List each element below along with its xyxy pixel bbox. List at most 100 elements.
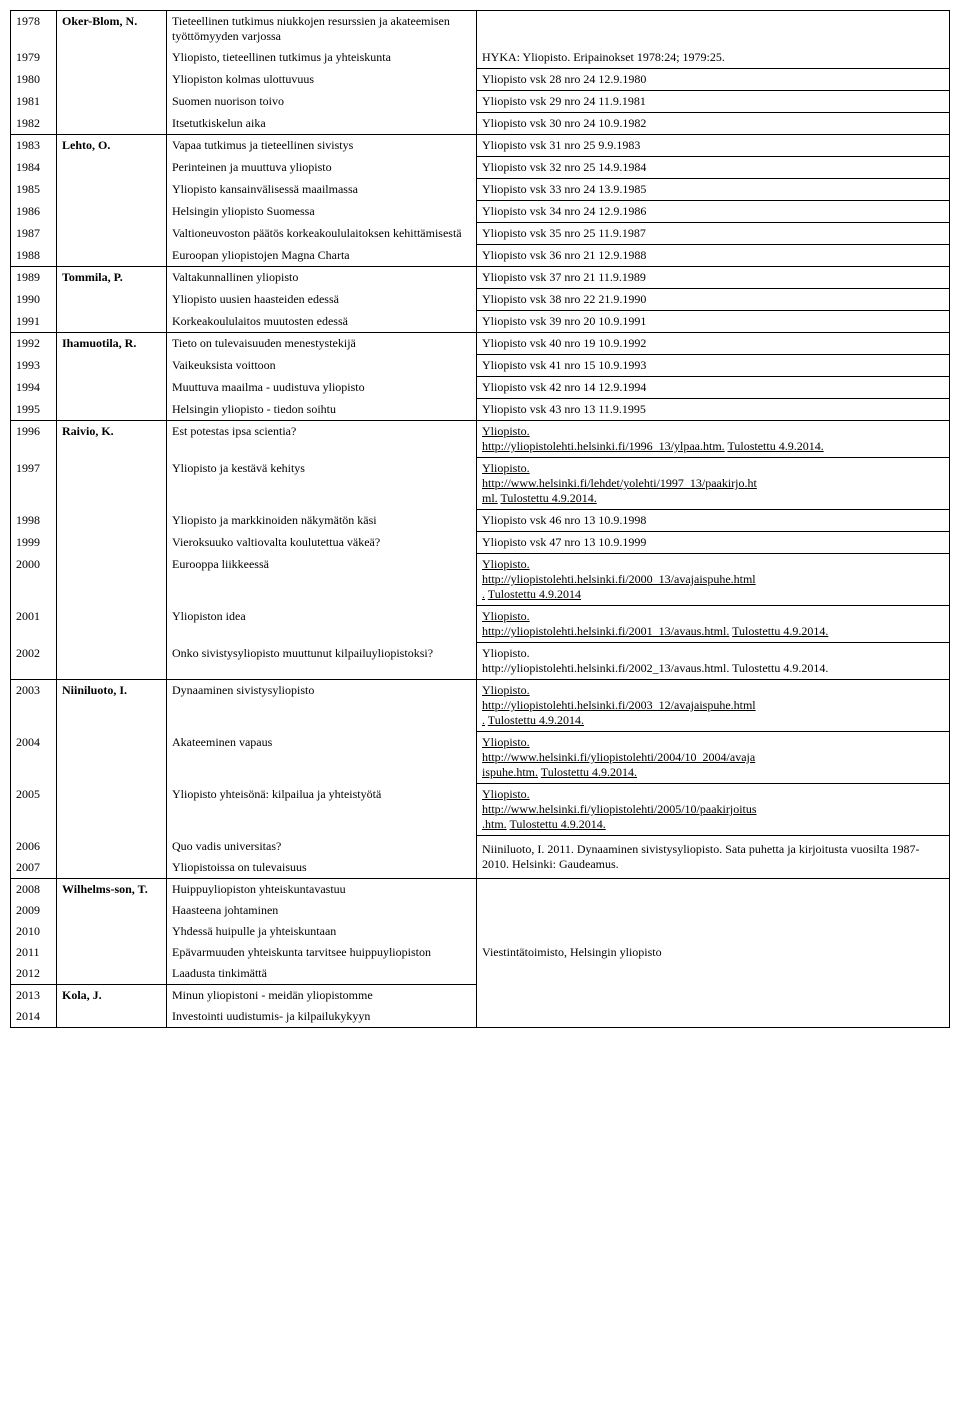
author-cell: Oker-Blom, N. <box>57 11 167 48</box>
year-cell: 2005 <box>11 784 57 836</box>
table-row: 1997Yliopisto ja kestävä kehitysYliopist… <box>11 458 950 510</box>
year-cell: 1989 <box>11 267 57 289</box>
table-row: 1993Vaikeuksista voittoonYliopisto vsk 4… <box>11 355 950 377</box>
source-cell <box>477 878 950 900</box>
title-cell: Vapaa tutkimus ja tieteellinen sivistys <box>167 135 477 157</box>
title-cell: Investointi uudistumis- ja kilpailukykyy… <box>167 1006 477 1028</box>
source-cell: Yliopisto.http://yliopistolehti.helsinki… <box>477 680 950 732</box>
year-cell: 1984 <box>11 157 57 179</box>
year-cell: 1980 <box>11 69 57 91</box>
title-cell: Est potestas ipsa scientia? <box>167 421 477 458</box>
year-cell: 2006 <box>11 836 57 857</box>
table-row: 1980Yliopiston kolmas ulottuvuusYliopist… <box>11 69 950 91</box>
author-cell <box>57 942 167 963</box>
table-row: 1982Itsetutkiskelun aikaYliopisto vsk 30… <box>11 113 950 135</box>
table-row: 1990Yliopisto uusien haasteiden edessäYl… <box>11 289 950 311</box>
author-cell <box>57 921 167 942</box>
title-cell: Yliopisto yhteisönä: kilpailua ja yhteis… <box>167 784 477 836</box>
title-cell: Eurooppa liikkeessä <box>167 554 477 606</box>
source-cell: Yliopisto vsk 31 nro 25 9.9.1983 <box>477 135 950 157</box>
year-cell: 1999 <box>11 532 57 554</box>
table-row: 1978Oker-Blom, N.Tieteellinen tutkimus n… <box>11 11 950 48</box>
title-cell: Yhdessä huipulle ja yhteiskuntaan <box>167 921 477 942</box>
source-cell: HYKA: Yliopisto. Eripainokset 1978:24; 1… <box>477 47 950 69</box>
author-cell <box>57 784 167 836</box>
title-cell: Yliopisto ja markkinoiden näkymätön käsi <box>167 510 477 532</box>
title-cell: Yliopisto ja kestävä kehitys <box>167 458 477 510</box>
title-cell: Muuttuva maailma - uudistuva yliopisto <box>167 377 477 399</box>
year-cell: 1995 <box>11 399 57 421</box>
year-cell: 1982 <box>11 113 57 135</box>
author-cell <box>57 900 167 921</box>
table-row: 1999Vieroksuuko valtiovalta koulutettua … <box>11 532 950 554</box>
table-row: 1991Korkeakoululaitos muutosten edessäYl… <box>11 311 950 333</box>
author-cell <box>57 91 167 113</box>
year-cell: 1978 <box>11 11 57 48</box>
source-cell: Yliopisto vsk 46 nro 13 10.9.1998 <box>477 510 950 532</box>
table-row: 2011Epävarmuuden yhteiskunta tarvitsee h… <box>11 942 950 963</box>
author-cell <box>57 245 167 267</box>
source-cell: Yliopisto.http://www.helsinki.fi/yliopis… <box>477 732 950 784</box>
author-cell: Niiniluoto, I. <box>57 680 167 732</box>
author-cell <box>57 47 167 69</box>
title-cell: Helsingin yliopisto - tiedon soihtu <box>167 399 477 421</box>
author-cell <box>57 510 167 532</box>
year-cell: 1996 <box>11 421 57 458</box>
author-cell: Raivio, K. <box>57 421 167 458</box>
title-cell: Helsingin yliopisto Suomessa <box>167 201 477 223</box>
year-cell: 2001 <box>11 606 57 643</box>
table-row: 2012Laadusta tinkimättä <box>11 963 950 985</box>
table-row: 2006Quo vadis universitas?Niiniluoto, I.… <box>11 836 950 857</box>
title-cell: Haasteena johtaminen <box>167 900 477 921</box>
author-cell <box>57 157 167 179</box>
author-cell: Ihamuotila, R. <box>57 333 167 355</box>
title-cell: Korkeakoululaitos muutosten edessä <box>167 311 477 333</box>
table-row: 1984Perinteinen ja muuttuva yliopistoYli… <box>11 157 950 179</box>
author-cell <box>57 532 167 554</box>
title-cell: Quo vadis universitas? <box>167 836 477 857</box>
title-cell: Yliopisto, tieteellinen tutkimus ja yhte… <box>167 47 477 69</box>
source-cell: Yliopisto vsk 33 nro 24 13.9.1985 <box>477 179 950 201</box>
title-cell: Onko sivistysyliopisto muuttunut kilpail… <box>167 643 477 680</box>
title-cell: Akateeminen vapaus <box>167 732 477 784</box>
table-row: 2000Eurooppa liikkeessäYliopisto.http://… <box>11 554 950 606</box>
source-cell: Yliopisto.http://yliopistolehti.helsinki… <box>477 421 950 458</box>
source-cell: Yliopisto.http://yliopistolehti.helsinki… <box>477 554 950 606</box>
table-row: 1992Ihamuotila, R.Tieto on tulevaisuuden… <box>11 333 950 355</box>
year-cell: 2002 <box>11 643 57 680</box>
title-cell: Suomen nuorison toivo <box>167 91 477 113</box>
speeches-table: 1978Oker-Blom, N.Tieteellinen tutkimus n… <box>10 10 950 1028</box>
author-cell <box>57 857 167 879</box>
table-row: 2010Yhdessä huipulle ja yhteiskuntaan <box>11 921 950 942</box>
author-cell: Wilhelms-son, T. <box>57 878 167 900</box>
year-cell: 1992 <box>11 333 57 355</box>
table-row: 1988Euroopan yliopistojen Magna ChartaYl… <box>11 245 950 267</box>
author-cell <box>57 223 167 245</box>
table-row: 2008Wilhelms-son, T.Huippuyliopiston yht… <box>11 878 950 900</box>
year-cell: 1988 <box>11 245 57 267</box>
author-cell: Lehto, O. <box>57 135 167 157</box>
title-cell: Yliopiston idea <box>167 606 477 643</box>
title-cell: Tieto on tulevaisuuden menestystekijä <box>167 333 477 355</box>
source-cell: Yliopisto vsk 36 nro 21 12.9.1988 <box>477 245 950 267</box>
author-cell: Tommila, P. <box>57 267 167 289</box>
title-cell: Yliopisto kansainvälisessä maailmassa <box>167 179 477 201</box>
year-cell: 1983 <box>11 135 57 157</box>
source-cell: Yliopisto vsk 47 nro 13 10.9.1999 <box>477 532 950 554</box>
table-row: 2002 Onko sivistysyliopisto muuttunut kil… <box>11 643 950 680</box>
author-cell <box>57 554 167 606</box>
table-row: 2005 Yliopisto yhteisönä: kilpailua ja yh… <box>11 784 950 836</box>
table-row: 2014Investointi uudistumis- ja kilpailuk… <box>11 1006 950 1028</box>
table-row: 2004Akateeminen vapausYliopisto.http://w… <box>11 732 950 784</box>
author-cell <box>57 836 167 857</box>
source-cell: Yliopisto vsk 29 nro 24 11.9.1981 <box>477 91 950 113</box>
table-row: 1994Muuttuva maailma - uudistuva yliopis… <box>11 377 950 399</box>
table-row: 1987Valtioneuvoston päätös korkeakoulula… <box>11 223 950 245</box>
source-cell: Yliopisto.http://www.helsinki.fi/yliopis… <box>477 784 950 836</box>
year-cell: 2003 <box>11 680 57 732</box>
title-cell: Yliopiston kolmas ulottuvuus <box>167 69 477 91</box>
table-row: 1979Yliopisto, tieteellinen tutkimus ja … <box>11 47 950 69</box>
author-cell <box>57 69 167 91</box>
source-cell: Yliopisto.http://yliopistolehti.helsinki… <box>477 643 950 680</box>
author-cell <box>57 179 167 201</box>
